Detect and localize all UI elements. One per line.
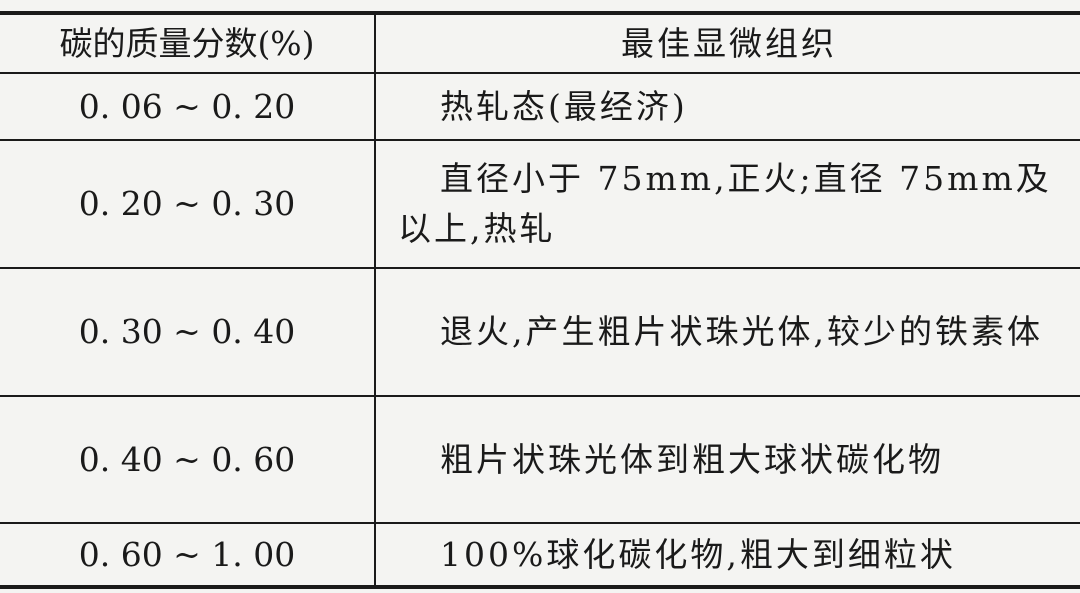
- row-structure-text: 退火,产生粗片状珠光体,较少的铁素体: [440, 312, 1043, 351]
- row-structure: 粗片状珠光体到粗大球状碳化物: [376, 397, 1080, 522]
- row-divider: [0, 139, 1080, 141]
- header-rule: [0, 72, 1080, 74]
- row-divider: [0, 522, 1080, 524]
- row-structure-text: 粗片状珠光体到粗大球状碳化物: [440, 439, 944, 479]
- column-divider: [374, 13, 376, 588]
- row-structure: 退火,产生粗片状珠光体,较少的铁素体: [376, 269, 1080, 395]
- row-carbon: 0. 60 ~ 1. 00: [78, 534, 296, 574]
- row-structure: 100%球化碳化物,粗大到细粒状: [376, 524, 1080, 585]
- row-carbon: 0. 06 ~ 0. 20: [78, 86, 296, 126]
- header-carbon-fraction: 碳的质量分数(%): [59, 23, 315, 63]
- header-microstructure: 最佳显微组织: [376, 15, 1080, 72]
- row-structure-text: 热轧态(最经济): [440, 86, 688, 126]
- row-structure: 热轧态(最经济): [376, 74, 1080, 139]
- table-bottom-rule: [0, 585, 1080, 589]
- row-structure-text: 100%球化碳化物,粗大到细粒状: [440, 534, 956, 574]
- row-structure-text: 直径小于 75mm,正火;直径 75mm及以上,热轧: [398, 159, 1052, 248]
- table-top-rule: [0, 11, 1080, 15]
- row-carbon: 0. 30 ~ 0. 40: [78, 312, 296, 351]
- row-carbon: 0. 20 ~ 0. 30: [78, 184, 296, 223]
- row-carbon: 0. 40 ~ 0. 60: [78, 439, 296, 479]
- row-divider: [0, 395, 1080, 397]
- row-divider: [0, 267, 1080, 269]
- row-structure: 直径小于 75mm,正火;直径 75mm及以上,热轧: [376, 141, 1080, 267]
- header-microstructure-text: 最佳显微组织: [621, 23, 837, 63]
